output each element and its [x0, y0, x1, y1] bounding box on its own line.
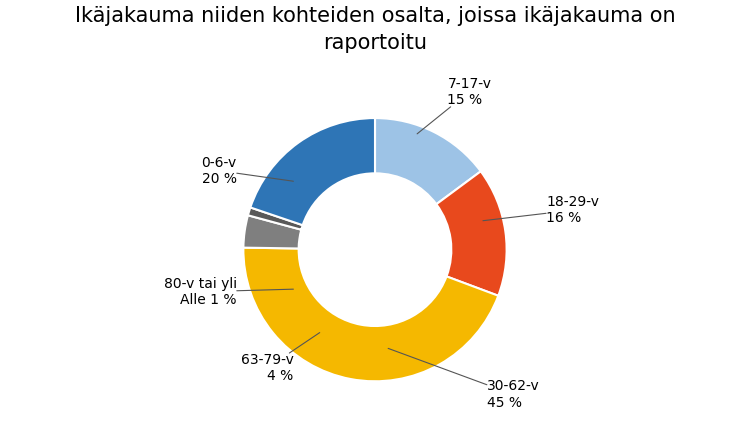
Wedge shape	[248, 208, 303, 230]
Text: 18-29-v
16 %: 18-29-v 16 %	[483, 195, 599, 225]
Wedge shape	[244, 215, 302, 249]
Wedge shape	[375, 118, 481, 204]
Text: 63-79-v
4 %: 63-79-v 4 %	[241, 333, 320, 383]
Text: 80-v tai yli
Alle 1 %: 80-v tai yli Alle 1 %	[164, 277, 293, 307]
Wedge shape	[436, 171, 506, 296]
Text: 7-17-v
15 %: 7-17-v 15 %	[417, 77, 491, 134]
Title: Ikäjakauma niiden kohteiden osalta, joissa ikäjakauma on
raportoitu: Ikäjakauma niiden kohteiden osalta, jois…	[75, 7, 675, 53]
Text: 30-62-v
45 %: 30-62-v 45 %	[388, 348, 540, 409]
Text: 0-6-v
20 %: 0-6-v 20 %	[202, 156, 293, 186]
Wedge shape	[244, 248, 498, 382]
Wedge shape	[251, 118, 375, 225]
